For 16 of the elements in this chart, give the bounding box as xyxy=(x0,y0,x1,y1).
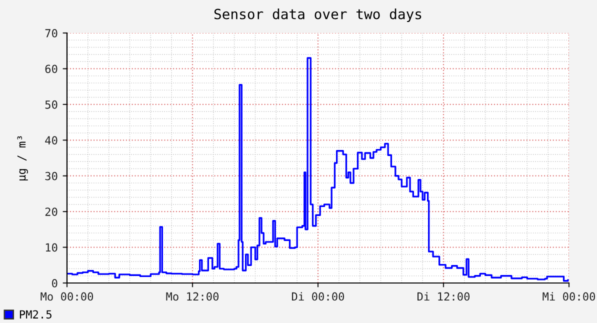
y-tick-label: 20 xyxy=(45,208,58,216)
y-tick-label: 40 xyxy=(45,136,58,145)
x-tick-label: Mi 00:00 xyxy=(542,292,596,301)
y-tick-label: 70 xyxy=(45,29,58,38)
chart-title: Sensor data over two days xyxy=(214,8,422,22)
y-tick-label: 0 xyxy=(52,279,58,288)
legend-label: PM2.5 xyxy=(20,310,52,319)
y-tick-label: 60 xyxy=(45,64,58,74)
y-tick-label: 30 xyxy=(45,172,58,180)
y-axis-title: µg / m³ xyxy=(17,136,28,180)
y-tick-label: 50 xyxy=(45,100,58,109)
x-tick-label: Di 12:00 xyxy=(417,292,470,301)
x-tick-label: Di 00:00 xyxy=(292,292,344,301)
y-tick-label: 10 xyxy=(46,243,58,252)
x-tick-label: Mo 00:00 xyxy=(40,292,94,301)
x-tick-label: Mo 12:00 xyxy=(166,292,219,301)
